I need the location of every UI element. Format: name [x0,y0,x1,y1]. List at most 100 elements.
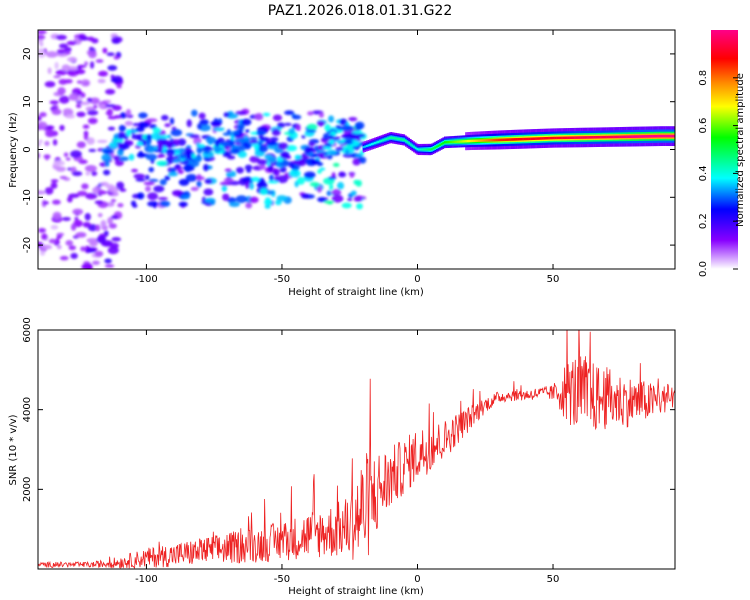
spectrogram-noise-cell [68,93,79,101]
spectrogram-noise-cell [236,124,245,130]
spectrogram-ridge-cell [526,137,529,141]
spectrogram-noise-cell [52,211,62,220]
spectrogram-noise-cell [249,182,255,190]
spectrogram-ridge-cell [624,135,627,139]
spectrogram-noise-cell [111,40,121,44]
spectrogram-noise-cell [317,169,322,174]
spectrogram-noise-cell [61,64,71,72]
spectrogram-ridge-cell [616,135,619,139]
spectrogram-noise-cell [279,162,285,166]
spectrogram-noise-cell [264,199,273,206]
x-tick-label: -50 [274,274,290,285]
spectrogram-noise-cell [47,67,52,75]
spectrogram-noise-cell [63,152,69,158]
spectrogram-noise-cell [295,124,301,132]
spectrogram-ridge-cell [448,140,451,144]
spectrogram-ridge-cell [520,137,523,141]
spectrogram-ridge-cell [510,138,513,141]
spectrogram-noise-cell [44,187,54,195]
snr-y-label: SNR (10 * v/v) [8,414,19,485]
spectrogram-noise-cell [95,59,104,63]
spectrogram-noise-cell [262,112,271,117]
spectrogram-noise-cell [149,124,157,130]
x-tick-label: 0 [414,274,420,285]
spectrogram-ridge-cell [499,138,502,142]
spectrogram-noise-cell [135,126,145,133]
spectrogram-noise-cell [38,115,42,122]
spectrogram-ridge-cell [447,140,450,144]
spectrogram-ridge-cell [587,136,589,139]
spectrogram-noise-cell [76,111,86,118]
spectrogram-noise-cell [170,129,183,137]
spectrogram-noise-cell [111,237,122,242]
spectrogram-noise-cell [119,112,127,119]
spectrogram-noise-cell [64,46,72,52]
spectrogram-noise-cell [102,149,115,154]
spectrogram-noise-cell [110,199,117,203]
spectrogram-ridge-cell [377,140,380,144]
spectrogram-noise-cell [222,132,231,136]
spectrogram-ridge-cell [606,135,609,139]
spectrogram-noise-cell [75,69,86,75]
spectrogram-noise-cell [108,186,120,193]
spectrogram-noise-cell [260,136,270,142]
spectrogram-noise-cell [317,197,327,203]
spectrogram-ridge-cell [523,137,526,141]
spectrogram-ridge-cell [481,139,484,142]
y-tick-label: 0 [22,146,33,152]
spectrogram-ridge-cell [461,140,464,143]
spectrogram-ridge-cell [609,135,612,139]
spectrogram-ridge-cell [463,140,466,143]
spectrogram-ridge-cell [474,139,477,142]
spectrogram-noise-cell [38,228,46,233]
spectrogram-ridge-cell [512,138,515,141]
spectrogram-ridge-cell [487,139,490,142]
spectrogram-noise-cell [52,139,58,146]
spectrogram-noise-cell [273,168,280,177]
spectrogram-y-axis: -20 -10 0 10 20 [22,48,675,253]
spectrogram-ridge-cell [543,137,546,140]
spectrogram-noise-cell [230,135,235,141]
spectrogram-ridge-cell [406,141,409,144]
spectrogram-noise-cell [138,121,150,129]
spectrogram-noise-cell [117,149,124,157]
spectrogram-noise-cell [138,150,144,156]
spectrogram-ridge-cell [629,135,632,138]
spectrogram-noise-cell [306,123,318,131]
spectrogram-noise-cell [116,181,125,190]
spectrogram-ridge-cell [546,136,549,140]
colorbar: 0.0 0.2 0.4 0.6 0.8 Normalized spectral ampl… [698,30,746,277]
spectrogram-noise-cell [152,127,162,134]
spectrogram-noise-cell [56,244,62,250]
spectrogram-ridge-cell [491,138,493,142]
spectrogram-noise-cell [249,196,259,204]
spectrogram-noise-cell [38,121,48,129]
spectrogram-ridge-cell [559,136,562,140]
spectrogram-noise-cell [249,139,259,144]
spectrogram-ridge-cell [626,135,628,139]
spectrogram-noise-cell [157,197,168,201]
spectrogram-ridge-cell [657,134,659,138]
spectrogram-noise-cell [107,65,118,71]
spectrogram-ridge-cell [541,137,544,140]
snr-x-label: Height of straight line (km) [288,586,424,597]
spectrogram-ridge-cell [554,136,557,140]
colorbar-tick-label: 0.4 [698,165,709,181]
spectrogram-noise-cell [64,114,76,119]
spectrogram-noise-cell [310,159,321,165]
spectrogram-ridge-cell [437,144,440,147]
spectrogram-noise-cell [44,140,50,146]
spectrogram-noise-cell [331,136,341,141]
spectrogram-noise-cell [198,143,205,149]
spectrogram-ridge-cell [652,134,654,138]
spectrogram-noise-cell [350,190,357,197]
spectrogram-noise-cell [163,141,175,149]
spectrogram-noise-cell [106,52,115,57]
spectrogram-noise-cell [159,178,167,186]
spectrogram-noise-cell [335,147,344,151]
y-tick-label: 4000 [22,397,33,422]
spectrogram-ridge-cell [528,137,531,141]
colorbar-tick-label: 0.6 [698,118,709,134]
spectrogram-ridge-cell [458,140,461,143]
